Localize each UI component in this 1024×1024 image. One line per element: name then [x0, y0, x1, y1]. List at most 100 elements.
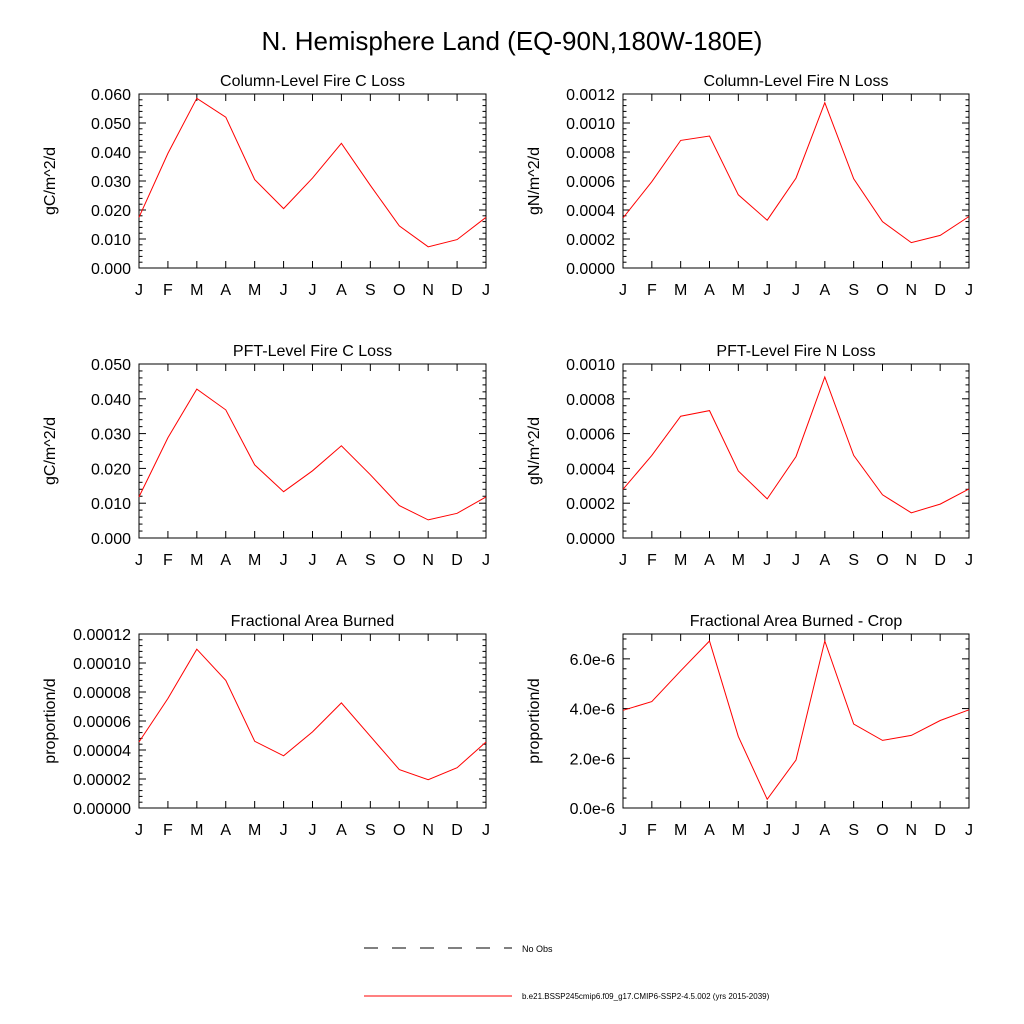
x-tick-label: M — [190, 552, 203, 569]
x-tick-label: M — [732, 282, 745, 299]
data-point — [196, 388, 198, 390]
data-point — [939, 234, 941, 236]
legend-model-label: b.e21.BSSP245cmip6.f09_g17.CMIP6-SSP2-4.… — [522, 992, 770, 1001]
data-point — [427, 779, 429, 781]
x-tick-label: A — [704, 552, 715, 569]
chart-title: Fractional Area Burned — [231, 613, 395, 630]
series-line — [138, 97, 487, 248]
data-point — [708, 409, 710, 411]
x-tick-label: D — [451, 552, 463, 569]
data-point — [651, 181, 653, 183]
data-point — [311, 470, 313, 472]
x-tick-label: N — [422, 282, 434, 299]
x-tick-label: J — [482, 282, 490, 299]
y-tick-label: 0.0000 — [566, 261, 615, 278]
y-tick-label: 0.0002 — [566, 232, 615, 249]
x-tick-label: J — [309, 552, 317, 569]
x-tick-label: J — [309, 282, 317, 299]
series-line — [138, 388, 487, 521]
y-tick-label: 0.0002 — [566, 496, 615, 513]
plot-frame — [138, 363, 487, 539]
data-point — [651, 454, 653, 456]
x-tick-label: A — [704, 822, 715, 839]
x-tick-label: A — [220, 822, 231, 839]
x-tick-label: M — [248, 282, 261, 299]
x-tick-label: M — [674, 822, 687, 839]
data-point — [253, 740, 255, 742]
data-point — [340, 142, 342, 144]
chart-title: PFT-Level Fire C Loss — [233, 343, 392, 360]
legend: No Obs b.e21.BSSP245cmip6.f09_g17.CMIP6-… — [364, 944, 770, 1001]
y-tick-label: 0.0006 — [566, 174, 615, 191]
data-point — [485, 216, 487, 218]
y-tick-label: 0.00006 — [73, 714, 131, 731]
x-tick-label: N — [422, 822, 434, 839]
data-point — [253, 178, 255, 180]
data-point — [824, 102, 826, 104]
figure-title: N. Hemisphere Land (EQ-90N,180W-180E) — [262, 26, 763, 56]
y-tick-label: 0.00012 — [73, 627, 131, 644]
y-tick-label: 0.020 — [91, 203, 131, 220]
x-tick-label: A — [819, 822, 830, 839]
data-point — [167, 437, 169, 439]
x-tick-label: J — [763, 552, 771, 569]
data-point — [968, 488, 970, 490]
data-point — [679, 670, 681, 672]
data-point — [881, 739, 883, 741]
data-point — [369, 735, 371, 737]
y-tick-label: 0.00004 — [73, 743, 131, 760]
y-tick-label: 0.0e-6 — [570, 801, 615, 818]
data-point — [225, 116, 227, 118]
data-point — [196, 648, 198, 650]
y-tick-label: 4.0e-6 — [570, 702, 615, 719]
data-point — [225, 409, 227, 411]
data-point — [398, 504, 400, 506]
x-tick-label: J — [135, 282, 143, 299]
x-tick-label: F — [647, 822, 657, 839]
x-tick-label: J — [792, 552, 800, 569]
data-point — [282, 207, 284, 209]
y-tick-label: 0.0000 — [566, 531, 615, 548]
y-axis-label: gN/m^2/d — [526, 417, 543, 485]
x-tick-label: O — [876, 822, 888, 839]
data-point — [910, 734, 912, 736]
x-tick-label: O — [393, 822, 405, 839]
data-point — [651, 700, 653, 702]
x-tick-label: J — [965, 282, 973, 299]
y-tick-label: 0.040 — [91, 145, 131, 162]
data-point — [427, 519, 429, 521]
plot-frame — [138, 93, 487, 269]
x-tick-label: M — [190, 282, 203, 299]
data-point — [282, 491, 284, 493]
x-tick-label: J — [482, 822, 490, 839]
data-point — [398, 225, 400, 227]
series-line — [622, 375, 970, 514]
y-tick-label: 0.0008 — [566, 392, 615, 409]
x-tick-label: J — [280, 552, 288, 569]
data-point — [369, 473, 371, 475]
x-tick-label: J — [482, 552, 490, 569]
x-tick-label: A — [336, 822, 347, 839]
data-point — [679, 415, 681, 417]
data-point — [485, 741, 487, 743]
data-point — [824, 640, 826, 642]
data-point — [456, 512, 458, 514]
y-tick-label: 0.0012 — [566, 87, 615, 104]
x-tick-label: J — [619, 552, 627, 569]
data-point — [456, 238, 458, 240]
plot-frame — [622, 93, 970, 269]
data-point — [622, 217, 624, 219]
x-tick-label: A — [220, 282, 231, 299]
x-tick-label: S — [848, 822, 859, 839]
data-point — [282, 755, 284, 757]
x-tick-label: F — [647, 552, 657, 569]
legend-no-obs-label: No Obs — [522, 944, 553, 954]
data-point — [881, 494, 883, 496]
data-point — [852, 723, 854, 725]
x-tick-label: F — [163, 552, 173, 569]
data-point — [311, 177, 313, 179]
data-point — [311, 731, 313, 733]
data-point — [340, 445, 342, 447]
